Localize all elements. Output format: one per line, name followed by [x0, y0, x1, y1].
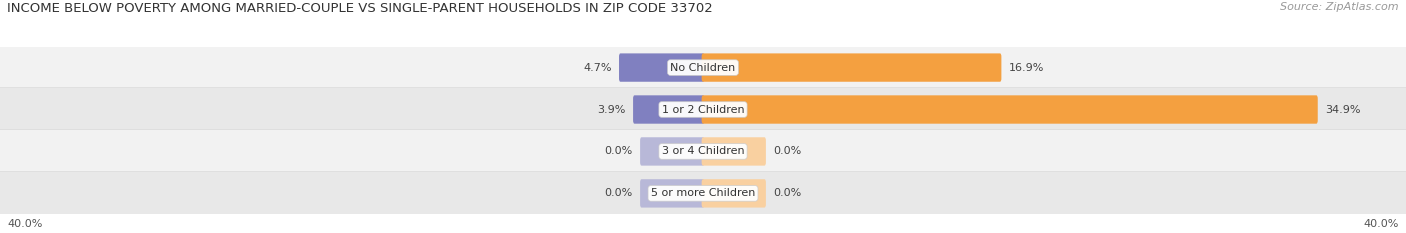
Text: 3.9%: 3.9%	[598, 105, 626, 114]
Text: 1 or 2 Children: 1 or 2 Children	[662, 105, 744, 114]
Text: Source: ZipAtlas.com: Source: ZipAtlas.com	[1281, 2, 1399, 12]
Text: 40.0%: 40.0%	[1364, 219, 1399, 229]
Text: 4.7%: 4.7%	[583, 63, 612, 72]
Text: No Children: No Children	[671, 63, 735, 72]
Text: 0.0%: 0.0%	[605, 188, 633, 198]
Text: 3 or 4 Children: 3 or 4 Children	[662, 147, 744, 156]
Text: 5 or more Children: 5 or more Children	[651, 188, 755, 198]
FancyBboxPatch shape	[702, 53, 1001, 82]
FancyBboxPatch shape	[702, 137, 766, 166]
FancyBboxPatch shape	[0, 171, 1406, 215]
FancyBboxPatch shape	[0, 88, 1406, 131]
Text: 0.0%: 0.0%	[605, 147, 633, 156]
Text: 34.9%: 34.9%	[1324, 105, 1361, 114]
Text: 40.0%: 40.0%	[7, 219, 42, 229]
FancyBboxPatch shape	[640, 179, 704, 208]
FancyBboxPatch shape	[702, 95, 1317, 124]
FancyBboxPatch shape	[640, 137, 704, 166]
Text: 16.9%: 16.9%	[1010, 63, 1045, 72]
Text: INCOME BELOW POVERTY AMONG MARRIED-COUPLE VS SINGLE-PARENT HOUSEHOLDS IN ZIP COD: INCOME BELOW POVERTY AMONG MARRIED-COUPL…	[7, 2, 713, 15]
FancyBboxPatch shape	[633, 95, 704, 124]
FancyBboxPatch shape	[0, 46, 1406, 89]
FancyBboxPatch shape	[702, 179, 766, 208]
FancyBboxPatch shape	[0, 130, 1406, 173]
Text: 0.0%: 0.0%	[773, 188, 801, 198]
Text: 0.0%: 0.0%	[773, 147, 801, 156]
FancyBboxPatch shape	[619, 53, 704, 82]
